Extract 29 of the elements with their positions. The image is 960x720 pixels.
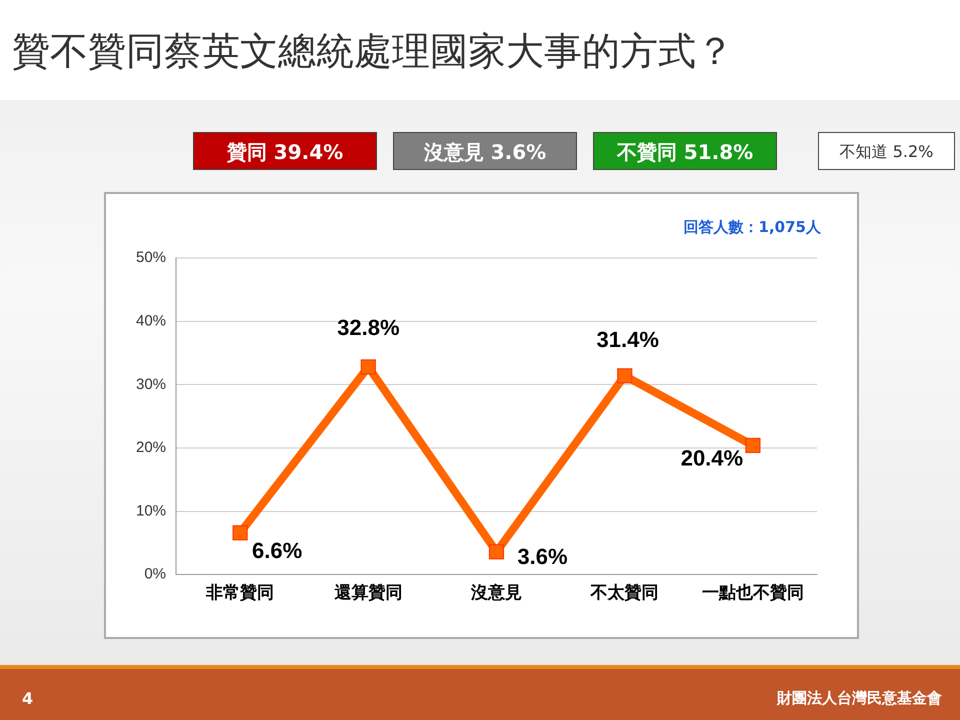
text: 不贊同 51.8% [593, 132, 777, 170]
text: 不知道 5.2% [818, 132, 955, 170]
y-tick-label: 0% [144, 566, 166, 583]
data-label: 3.6% [517, 544, 568, 569]
point [360, 359, 376, 374]
data-label: 20.4% [680, 445, 744, 470]
text: 沒意見 3.6% [393, 132, 577, 170]
point [488, 544, 504, 560]
point [745, 438, 760, 453]
y-tick-label: 30% [136, 376, 166, 393]
x-tick-label: 一點也不贊同 [702, 583, 804, 604]
x-tick-label: 沒意見 [470, 583, 522, 604]
x-tick-label: 還算贊同 [334, 583, 402, 604]
text: 財團法人台灣民意基金會 [777, 689, 942, 708]
text: 贊同 39.4% [193, 132, 377, 170]
text: 4 [22, 689, 34, 708]
x-tick-label: 非常贊同 [205, 583, 274, 604]
text: 回答人數：1,075人 [684, 218, 821, 237]
point [232, 525, 248, 540]
y-tick-label: 20% [136, 439, 166, 456]
y-tick-label: 40% [136, 312, 166, 330]
data-label: 32.8% [337, 314, 400, 340]
point [617, 368, 632, 384]
y-tick-label: 10% [136, 502, 166, 520]
data-label: 6.6% [252, 538, 302, 563]
y-tick-label: 50% [136, 249, 166, 266]
chart-title: 贊不贊同蔡英文總統處理國家大事的方式？ [12, 28, 734, 75]
data-label: 31.4% [596, 326, 659, 352]
x-tick-label: 不太贊同 [590, 583, 659, 604]
